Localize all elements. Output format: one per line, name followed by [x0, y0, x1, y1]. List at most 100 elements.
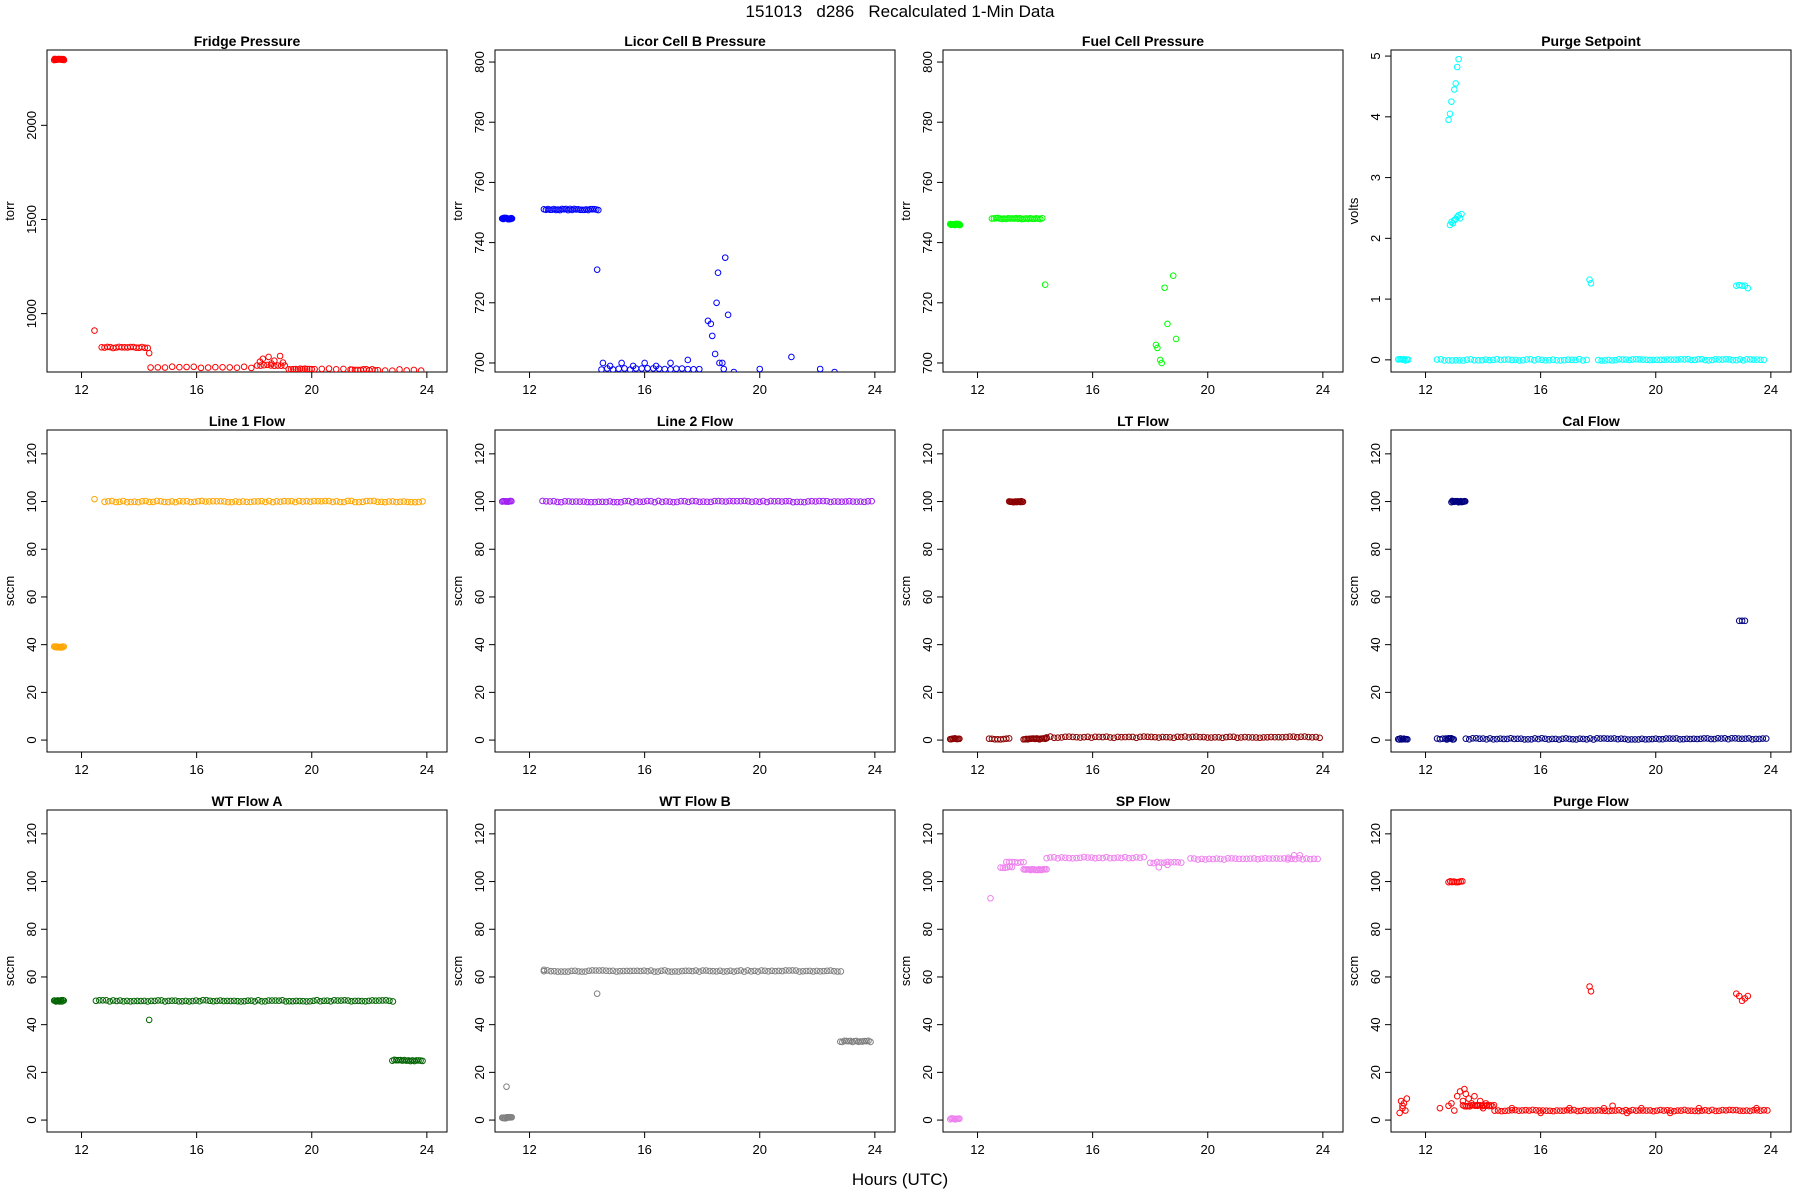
data-point [673, 498, 681, 506]
data-point [198, 497, 206, 505]
data-point [323, 997, 331, 1004]
data-point [830, 967, 838, 975]
data-point [1517, 735, 1525, 742]
data-point [588, 967, 596, 974]
x-tick-label: 20 [1201, 1142, 1215, 1157]
data-point [1062, 854, 1069, 862]
data-point [146, 498, 153, 506]
data-point [334, 997, 341, 1004]
data-point [1125, 854, 1133, 862]
x-tick-label: 20 [1649, 1142, 1663, 1157]
data-point [641, 359, 648, 367]
data-point [1729, 356, 1737, 364]
data-point [678, 365, 686, 372]
data-point [314, 497, 322, 505]
data-point [130, 997, 138, 1005]
y-tick-label: 20 [1368, 685, 1383, 699]
data-point [636, 498, 644, 506]
data-point [258, 497, 265, 505]
data-point [145, 1016, 153, 1024]
data-point [997, 864, 1004, 871]
y-tick-label: 720 [472, 292, 487, 314]
data-point [223, 997, 231, 1005]
data-point [1160, 859, 1168, 866]
data-point [652, 362, 660, 370]
data-point [568, 967, 575, 975]
data-point [355, 498, 363, 506]
data-point [224, 498, 232, 506]
data-point [751, 967, 758, 975]
y-tick-label: 700 [920, 352, 935, 374]
data-point [1471, 1092, 1478, 1100]
y-tick-label: 80 [24, 542, 39, 556]
data-point [1220, 856, 1228, 863]
data-point [1073, 854, 1080, 862]
data-point [655, 497, 662, 505]
data-point [1684, 355, 1692, 363]
data-point [1623, 1109, 1631, 1117]
data-point [1404, 356, 1412, 364]
data-point [1612, 1107, 1619, 1114]
data-point [661, 365, 669, 372]
data-point [1258, 855, 1265, 862]
data-point [1719, 356, 1726, 363]
data-point [789, 498, 797, 506]
data-point [1003, 735, 1010, 743]
data-point [1252, 734, 1260, 741]
x-tick-label: 16 [637, 762, 651, 777]
data-point [1760, 356, 1768, 364]
data-point [595, 498, 602, 506]
data-point [1114, 854, 1121, 861]
data-point [1232, 855, 1239, 862]
data-point [1760, 1106, 1768, 1114]
data-point [1269, 855, 1277, 862]
data-point [1742, 735, 1749, 742]
data-point [1639, 356, 1647, 363]
data-point [232, 498, 239, 505]
data-point [1749, 735, 1756, 743]
y-tick-label: 120 [920, 823, 935, 845]
data-points [50, 996, 426, 1065]
data-point [550, 497, 558, 505]
data-point [1185, 734, 1193, 741]
data-point [268, 997, 276, 1004]
data-point [668, 968, 675, 975]
x-tick-label: 12 [74, 1142, 88, 1157]
data-point [1463, 356, 1471, 364]
data-point [172, 498, 179, 506]
data-point [554, 968, 562, 975]
chart-panel-2: Licor Cell B Pressure torr 12 16 20 24 700 720 7… [450, 33, 896, 397]
data-point [1701, 356, 1709, 364]
data-point [1693, 735, 1701, 743]
y-tick-label: 40 [1368, 1017, 1383, 1031]
data-point [830, 498, 838, 505]
data-point [778, 967, 786, 975]
plot-frame [46, 49, 448, 373]
data-point [358, 997, 366, 1005]
data-point [1482, 1100, 1490, 1107]
data-point [1735, 992, 1743, 1000]
data-point [1453, 1092, 1461, 1100]
data-point [1265, 855, 1273, 862]
y-tick-label: 40 [24, 1017, 39, 1031]
data-point [1084, 733, 1092, 741]
data-point [1140, 853, 1148, 861]
y-tick-label: 0 [1368, 736, 1383, 743]
data-point [1515, 1107, 1523, 1114]
data-point [142, 497, 150, 505]
data-point [557, 498, 565, 506]
data-point [1655, 735, 1663, 743]
data-point [145, 349, 153, 357]
data-point [179, 498, 187, 505]
data-point [788, 353, 795, 361]
data-point [1306, 855, 1314, 863]
data-point [1614, 735, 1622, 743]
data-point [849, 498, 857, 505]
data-point [1670, 1107, 1678, 1115]
data-point [1213, 855, 1220, 862]
panel-title: Fuel Cell Pressure [1082, 33, 1204, 49]
data-point [1144, 733, 1151, 741]
data-point [1744, 284, 1752, 292]
data-point [272, 997, 279, 1004]
data-point [419, 498, 426, 505]
